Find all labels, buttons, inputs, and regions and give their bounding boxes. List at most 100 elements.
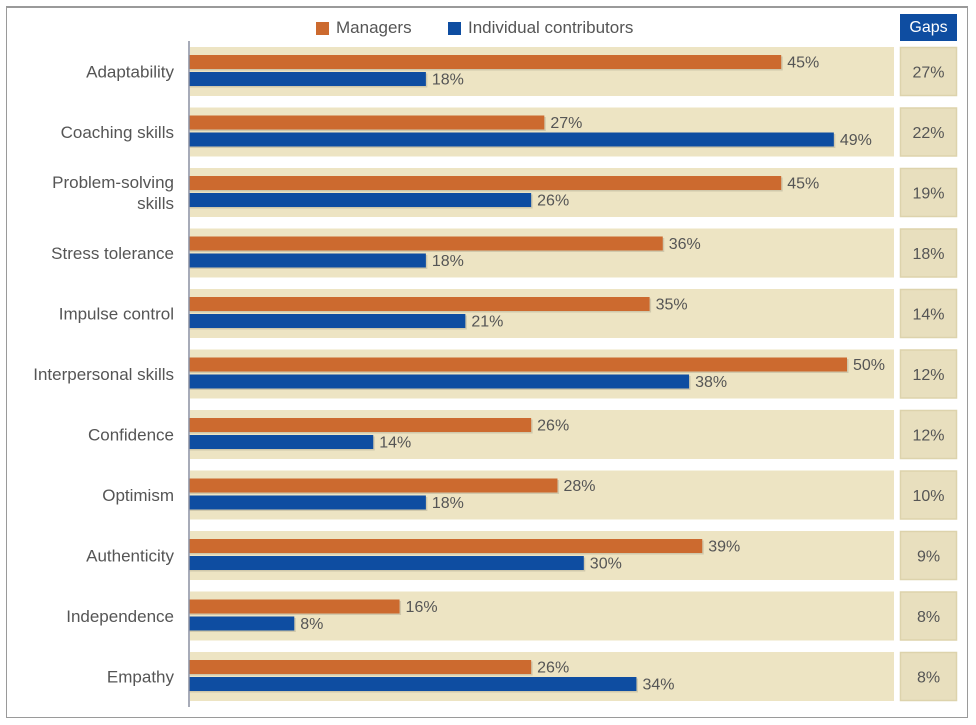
row-band: [190, 531, 894, 580]
gap-box: [899, 228, 958, 278]
category-label-line: Authenticity: [86, 547, 174, 566]
category-label: Coaching skills: [61, 123, 174, 142]
value-label-managers: 27%: [550, 115, 582, 132]
category-label-line: Confidence: [88, 426, 174, 445]
row-band: [190, 228, 894, 278]
row-band: [190, 591, 894, 641]
bar-individual-contributors: [189, 435, 374, 449]
category-label-line: Empathy: [107, 668, 175, 687]
category-label: Confidence: [88, 426, 174, 445]
bar-individual-contributors: [189, 495, 426, 510]
row-band: [190, 470, 894, 520]
category-label-line: skills: [137, 194, 174, 213]
value-label-managers: 45%: [787, 176, 819, 193]
bar-managers: [189, 357, 847, 372]
legend-item-individual-contributors: Individual contributors: [448, 17, 633, 39]
category-label: Authenticity: [86, 547, 174, 566]
gap-value-label: 10%: [912, 488, 944, 505]
bar-individual-contributors: [189, 616, 295, 631]
category-label: Problem-solving skills: [52, 173, 174, 213]
bar-individual-contributors: [189, 72, 426, 86]
value-label-managers: 28%: [563, 478, 595, 495]
value-label-individual-contributors: 38%: [695, 374, 727, 391]
row-band: [190, 107, 894, 157]
value-label-individual-contributors: 34%: [642, 677, 674, 694]
legend-swatch-individual-contributors: [448, 21, 461, 35]
value-label-individual-contributors: 49%: [840, 132, 872, 149]
value-label-individual-contributors: 30%: [590, 556, 622, 573]
gap-box: [899, 470, 958, 520]
category-label-line: Independence: [66, 607, 174, 626]
value-label-managers: 50%: [853, 357, 885, 374]
gap-box: [899, 107, 958, 157]
value-label-individual-contributors: 18%: [432, 253, 464, 270]
gap-box: [899, 591, 958, 641]
value-label-managers: 45%: [787, 55, 819, 72]
bar-individual-contributors: [189, 132, 834, 147]
gap-value-label: 19%: [912, 186, 944, 203]
value-label-individual-contributors: 21%: [471, 314, 503, 331]
gap-value-label: 14%: [912, 307, 944, 324]
bar-managers: [189, 478, 558, 493]
category-label-line: Impulse control: [59, 305, 174, 324]
value-label-individual-contributors: 14%: [379, 435, 411, 452]
gap-box: [899, 349, 958, 399]
value-label-managers: 26%: [537, 418, 569, 435]
legend-item-managers: Managers: [316, 17, 412, 39]
gap-value-label: 8%: [917, 609, 940, 626]
value-label-managers: 39%: [708, 539, 740, 556]
bar-managers: [189, 539, 703, 553]
bar-individual-contributors: [189, 253, 426, 268]
category-label-line: Problem-solving: [52, 173, 174, 192]
gap-box: [899, 530, 958, 581]
gap-value-label: 22%: [912, 125, 944, 142]
gap-value-label: 9%: [917, 549, 940, 566]
bar-individual-contributors: [189, 677, 637, 691]
value-label-managers: 26%: [537, 660, 569, 677]
bar-managers: [189, 418, 532, 432]
category-label: Adaptability: [86, 63, 174, 82]
value-label-managers: 16%: [406, 599, 438, 616]
gap-box: [899, 46, 958, 97]
category-label: Stress tolerance: [51, 244, 174, 263]
gap-value-label: 27%: [912, 65, 944, 82]
row-band: [190, 349, 894, 399]
gap-box: [899, 288, 958, 339]
gap-value-label: 8%: [917, 670, 940, 687]
value-label-managers: 36%: [669, 236, 701, 253]
category-label-line: Adaptability: [86, 63, 174, 82]
gaps-header: Gaps: [900, 14, 957, 41]
category-label: Independence: [66, 607, 174, 626]
bar-managers: [189, 55, 782, 69]
gap-value-label: 12%: [912, 428, 944, 445]
value-label-managers: 35%: [656, 297, 688, 314]
bar-managers: [189, 599, 400, 614]
category-label-line: Interpersonal skills: [33, 365, 174, 384]
gap-box: [899, 167, 958, 218]
gap-box: [899, 651, 958, 702]
value-label-individual-contributors: 18%: [432, 495, 464, 512]
value-label-individual-contributors: 8%: [300, 616, 323, 633]
category-label-line: Coaching skills: [61, 123, 174, 142]
value-label-individual-contributors: 18%: [432, 72, 464, 89]
category-label: Optimism: [102, 486, 174, 505]
row-band: [190, 289, 894, 338]
bar-individual-contributors: [189, 556, 584, 570]
category-label-line: Optimism: [102, 486, 174, 505]
gap-value-label: 18%: [912, 246, 944, 263]
bar-individual-contributors: [189, 374, 690, 389]
legend-label-individual-contributors: Individual contributors: [468, 18, 634, 37]
bar-managers: [189, 660, 532, 674]
legend-swatch-managers: [316, 21, 329, 35]
bar-individual-contributors: [189, 193, 532, 207]
bar-managers: [189, 236, 663, 251]
category-label: Interpersonal skills: [33, 365, 174, 384]
top-border: [6, 6, 968, 7]
value-label-individual-contributors: 26%: [537, 193, 569, 210]
category-label-line: Stress tolerance: [51, 244, 174, 263]
gap-value-label: 12%: [912, 367, 944, 384]
bar-individual-contributors: [189, 314, 466, 328]
legend-label-managers: Managers: [336, 18, 412, 37]
gap-box: [899, 409, 958, 460]
